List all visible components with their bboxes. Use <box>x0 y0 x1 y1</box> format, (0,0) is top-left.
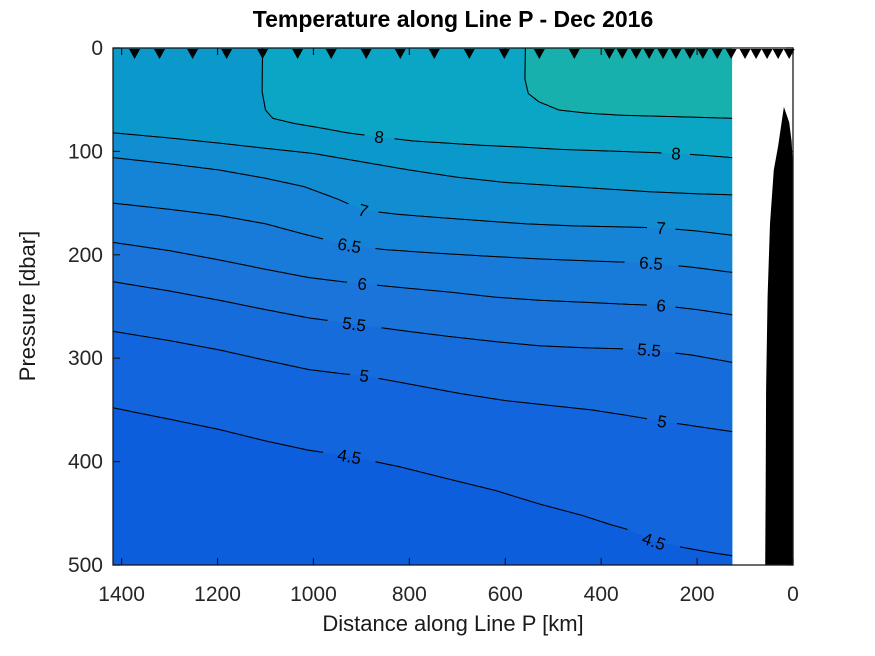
x-tick-label: 600 <box>488 583 523 606</box>
station-marker <box>463 49 475 59</box>
y-tick-label: 200 <box>68 244 103 267</box>
station-marker <box>129 49 141 59</box>
y-tick-label: 100 <box>68 140 103 163</box>
contour-label: 8 <box>671 144 681 163</box>
station-marker <box>725 49 737 59</box>
station-marker <box>670 49 682 59</box>
contour-line <box>261 47 267 111</box>
y-tick-label: 300 <box>68 347 103 370</box>
contour-label: 7 <box>656 219 667 238</box>
station-marker <box>783 49 795 59</box>
contour-line <box>527 93 733 119</box>
axes-box <box>112 47 794 566</box>
contour-line <box>381 327 623 350</box>
contour-label: 6.5 <box>639 253 664 274</box>
contour-label: 6.5 <box>336 235 363 258</box>
contour-label: 6 <box>656 296 667 316</box>
contour-line <box>265 109 365 136</box>
station-marker <box>616 49 628 59</box>
contour-line <box>678 265 733 273</box>
station-marker <box>533 49 545 59</box>
contour-label: 5.5 <box>637 340 662 361</box>
contour-line <box>112 157 349 205</box>
y-tick-label: 0 <box>91 37 103 60</box>
contour-line <box>112 241 348 283</box>
x-tick-label: 1000 <box>290 583 337 606</box>
x-tick-label: 0 <box>787 583 799 606</box>
x-tick-label: 400 <box>584 583 619 606</box>
contour-line <box>112 281 328 321</box>
station-marker <box>154 49 166 59</box>
station-marker <box>498 49 510 59</box>
contour-line <box>675 306 733 316</box>
chart-title: Temperature along Line P - Dec 2016 <box>252 6 654 32</box>
contour-label: 8 <box>373 127 385 147</box>
station-marker <box>325 49 337 59</box>
y-tick-label: 400 <box>68 451 103 474</box>
station-marker <box>711 49 723 59</box>
contour-line <box>675 228 733 236</box>
station-marker <box>603 49 615 59</box>
contour-label: 6 <box>357 274 368 294</box>
station-marker <box>630 49 642 59</box>
contour-line <box>112 330 351 375</box>
bathymetry-silhouette <box>765 106 793 566</box>
contour-line <box>378 377 648 420</box>
station-marker <box>221 49 233 59</box>
station-marker <box>568 49 580 59</box>
contour-line <box>524 47 529 94</box>
station-marker <box>360 49 372 59</box>
contour-line <box>679 546 733 557</box>
station-marker <box>394 49 406 59</box>
contour-label: 5.5 <box>341 314 367 336</box>
station-marker <box>750 49 762 59</box>
contour-line <box>378 211 648 229</box>
contour-label: 4.5 <box>336 445 363 468</box>
fill-band <box>113 48 733 565</box>
contour-line <box>112 407 324 453</box>
y-tick-label: 500 <box>68 554 103 577</box>
station-marker <box>761 49 773 59</box>
station-marker <box>428 49 440 59</box>
contour-line <box>675 352 733 363</box>
x-axis-label: Distance along Line P [km] <box>322 611 584 636</box>
contour-line <box>689 153 733 159</box>
station-marker <box>684 49 696 59</box>
contour-line <box>112 132 733 196</box>
contour-line <box>676 422 733 433</box>
station-marker <box>772 49 784 59</box>
contour-label: 5 <box>358 366 370 386</box>
contour-line <box>376 284 648 306</box>
contour-line <box>112 202 324 240</box>
x-tick-label: 1200 <box>194 583 241 606</box>
contour-line <box>375 461 628 530</box>
x-tick-label: 1400 <box>98 583 145 606</box>
station-marker <box>187 49 199 59</box>
contour-label: 5 <box>656 412 668 432</box>
fill-band <box>113 48 733 565</box>
station-marker <box>643 49 655 59</box>
x-tick-label: 200 <box>680 583 715 606</box>
station-marker <box>257 49 269 59</box>
station-marker <box>657 49 669 59</box>
station-marker <box>739 49 751 59</box>
station-marker <box>292 49 304 59</box>
contour-line <box>394 138 662 154</box>
contour-line <box>375 247 625 263</box>
station-marker <box>697 49 709 59</box>
x-tick-label: 800 <box>392 583 427 606</box>
